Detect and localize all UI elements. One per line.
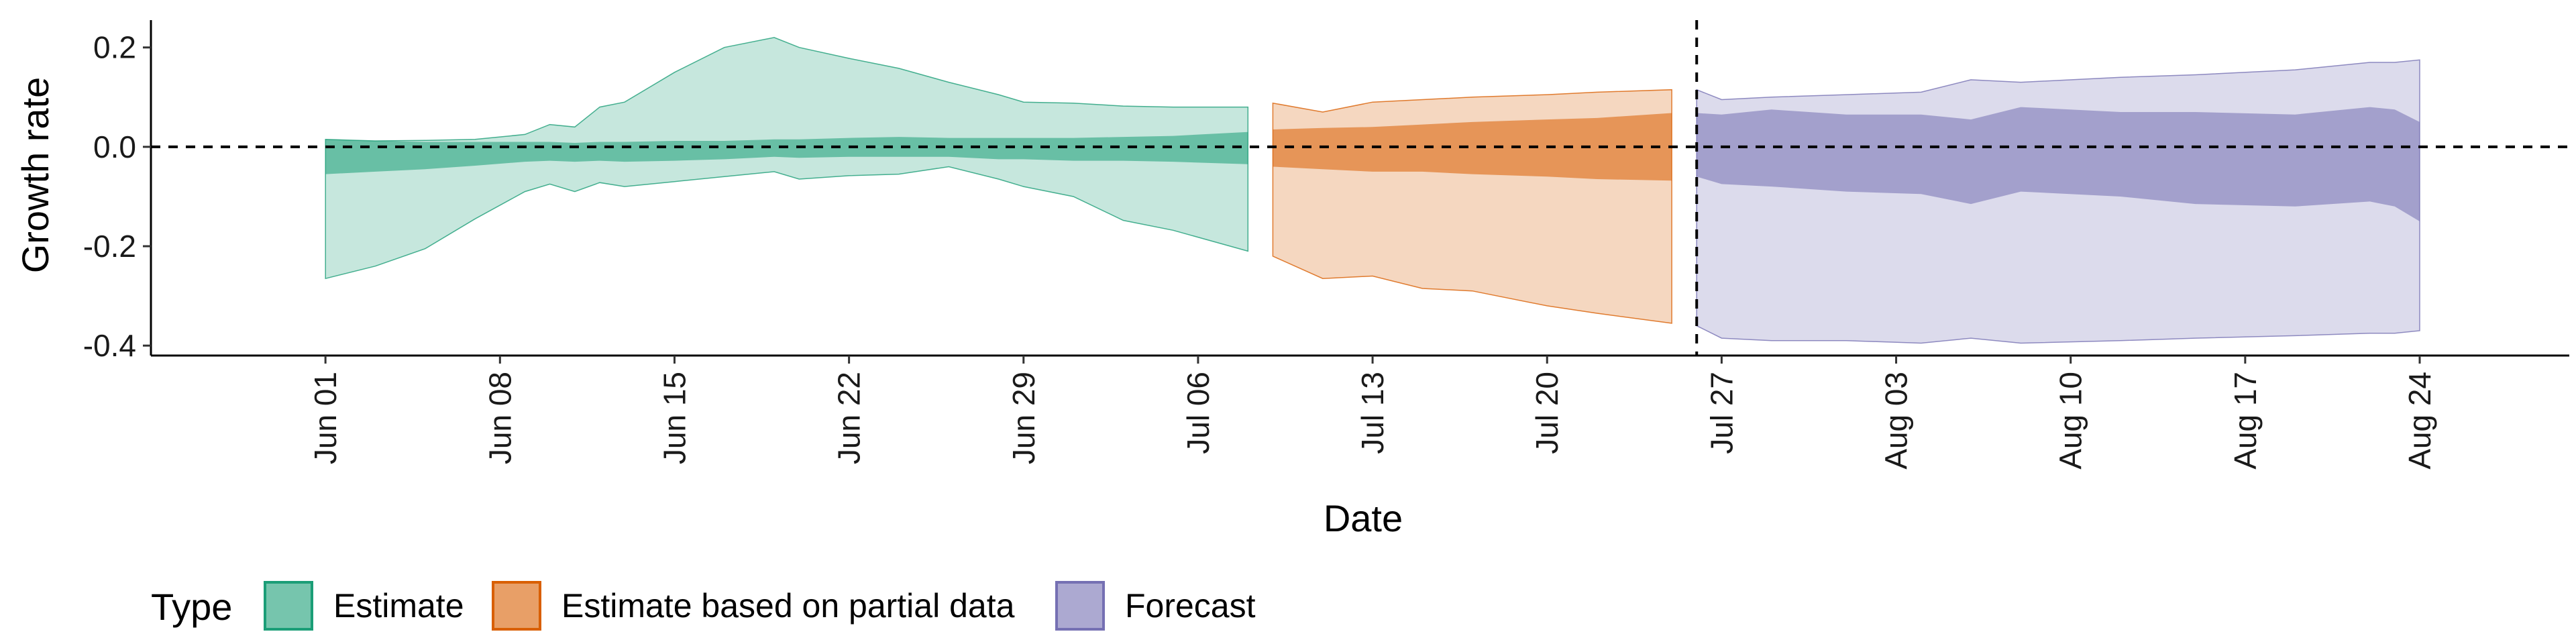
legend-key-forecast: [1055, 581, 1105, 631]
x-tick-label: Jun 15: [657, 372, 692, 464]
legend-label-estimate-based-on-partial-data: Estimate based on partial data: [561, 587, 1015, 625]
x-tick-label: Jul 13: [1355, 372, 1390, 454]
x-tick-label: Jul 20: [1529, 372, 1564, 454]
x-tick-label: Jun 08: [482, 372, 517, 464]
x-tick-label: Jul 27: [1704, 372, 1739, 454]
band-inner-estimate-based-on-partial-data: [1273, 113, 1672, 181]
x-tick-label: Jun 22: [832, 372, 867, 464]
x-axis-title: Date: [1324, 497, 1403, 539]
band-inner-estimate: [325, 131, 1248, 174]
band-outer-estimate: [325, 37, 1249, 280]
legend-label-forecast: Forecast: [1125, 587, 1256, 625]
legend-key-estimate: [264, 581, 313, 631]
x-tick-label: Jul 06: [1181, 372, 1216, 454]
x-tick-label: Aug 10: [2053, 372, 2088, 470]
x-tick-label: Jun 29: [1006, 372, 1041, 464]
y-axis-title: Growth rate: [14, 77, 56, 274]
legend-title: Type: [151, 586, 232, 628]
band-inner-forecast: [1697, 107, 2420, 221]
legend-label-estimate: Estimate: [333, 587, 464, 625]
y-tick-label: 0.2: [93, 30, 136, 65]
x-tick-label: Aug 24: [2402, 372, 2437, 470]
x-tick-label: Aug 17: [2228, 372, 2263, 470]
y-tick-label: 0.0: [93, 129, 136, 164]
legend-key-estimate-based-on-partial-data: [492, 581, 541, 631]
x-tick-label: Aug 03: [1879, 372, 1914, 470]
x-tick-label: Jun 01: [308, 372, 343, 464]
y-tick-label: -0.4: [83, 328, 136, 363]
y-tick-label: -0.2: [83, 229, 136, 264]
